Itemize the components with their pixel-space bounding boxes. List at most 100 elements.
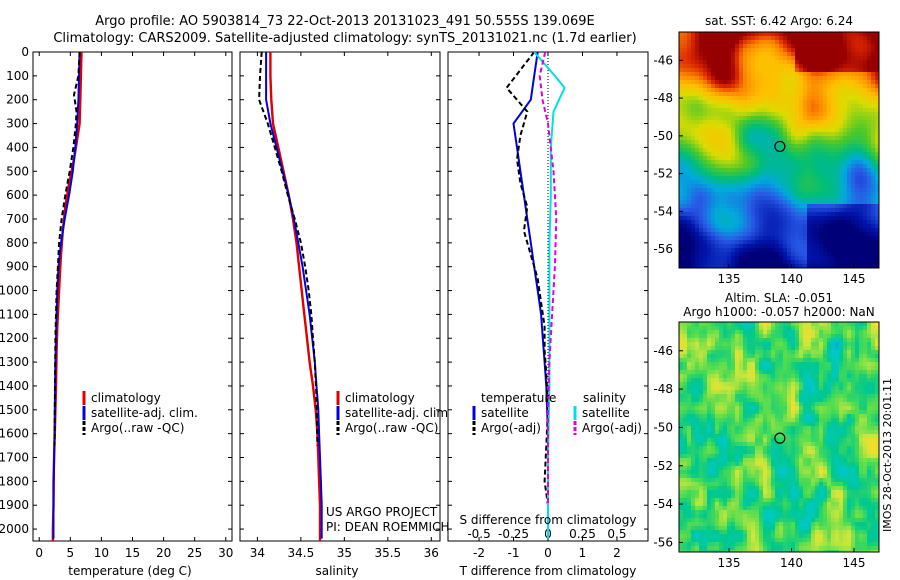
heatmap-cell bbox=[863, 136, 868, 141]
heatmap-cell bbox=[743, 386, 748, 391]
heatmap-cell bbox=[819, 212, 824, 217]
heatmap-cell bbox=[775, 32, 780, 37]
heatmap-cell bbox=[715, 342, 720, 347]
heatmap-cell bbox=[695, 212, 700, 217]
heatmap-cell bbox=[683, 168, 688, 173]
heatmap-cell bbox=[871, 144, 876, 149]
heatmap-cell bbox=[791, 418, 796, 423]
heatmap-cell bbox=[695, 64, 700, 69]
heatmap-cell bbox=[751, 430, 756, 435]
heatmap-cell bbox=[799, 196, 804, 201]
heatmap-cell bbox=[699, 330, 704, 335]
heatmap-cell bbox=[827, 100, 832, 105]
heatmap-cell bbox=[767, 442, 772, 447]
heatmap-cell bbox=[723, 362, 728, 367]
heatmap-cell bbox=[699, 426, 704, 431]
heatmap-cell bbox=[731, 522, 736, 527]
heatmap-cell bbox=[723, 490, 728, 495]
heatmap-cell bbox=[763, 486, 768, 491]
heatmap-cell bbox=[695, 108, 700, 113]
heatmap-cell bbox=[867, 252, 872, 257]
heatmap-cell bbox=[847, 240, 852, 245]
heatmap-cell bbox=[847, 204, 852, 209]
heatmap-cell bbox=[719, 128, 724, 133]
heatmap-cell bbox=[731, 470, 736, 475]
heatmap-cell bbox=[799, 184, 804, 189]
heatmap-cell bbox=[723, 346, 728, 351]
heatmap-cell bbox=[835, 112, 840, 117]
heatmap-cell bbox=[779, 498, 784, 503]
heatmap-cell bbox=[715, 204, 720, 209]
heatmap-cell bbox=[771, 68, 776, 73]
heatmap-cell bbox=[803, 260, 808, 265]
heatmap-cell bbox=[727, 56, 732, 61]
heatmap-cell bbox=[847, 60, 852, 65]
heatmap-cell bbox=[795, 414, 800, 419]
heatmap-cell bbox=[687, 204, 692, 209]
heatmap-cell bbox=[771, 260, 776, 265]
heatmap-cell bbox=[795, 358, 800, 363]
depth-tick-label: 2000 bbox=[0, 522, 29, 536]
heatmap-cell bbox=[727, 108, 732, 113]
heatmap-cell bbox=[739, 164, 744, 169]
heatmap-cell bbox=[827, 92, 832, 97]
heatmap-cell bbox=[867, 224, 872, 229]
heatmap-cell bbox=[703, 506, 708, 511]
heatmap-cell bbox=[703, 156, 708, 161]
heatmap-cell bbox=[871, 224, 876, 229]
heatmap-cell bbox=[679, 366, 684, 371]
heatmap-cell bbox=[699, 394, 704, 399]
heatmap-cell bbox=[759, 68, 764, 73]
depth-tick-label: 1400 bbox=[0, 379, 29, 393]
heatmap-cell bbox=[843, 248, 848, 253]
heatmap-cell bbox=[767, 530, 772, 535]
heatmap-cell bbox=[783, 244, 788, 249]
heatmap-cell bbox=[731, 322, 736, 327]
heatmap-cell bbox=[815, 32, 820, 37]
heatmap-cell bbox=[703, 446, 708, 451]
heatmap-cell bbox=[687, 116, 692, 121]
heatmap-cell bbox=[795, 382, 800, 387]
heatmap-cell bbox=[715, 224, 720, 229]
heatmap-cell bbox=[691, 40, 696, 45]
heatmap-cell bbox=[755, 478, 760, 483]
heatmap-cell bbox=[739, 394, 744, 399]
heatmap-cell bbox=[839, 128, 844, 133]
heatmap-cell bbox=[731, 164, 736, 169]
heatmap-cell bbox=[727, 224, 732, 229]
heatmap-cell bbox=[795, 422, 800, 427]
heatmap-cell bbox=[731, 462, 736, 467]
heatmap-cell bbox=[827, 32, 832, 37]
heatmap-cell bbox=[767, 514, 772, 519]
heatmap-cell bbox=[747, 92, 752, 97]
heatmap-cell bbox=[731, 438, 736, 443]
heatmap-cell bbox=[839, 236, 844, 241]
heatmap-cell bbox=[775, 40, 780, 45]
heatmap-cell bbox=[815, 192, 820, 197]
heatmap-cell bbox=[875, 100, 879, 105]
heatmap-cell bbox=[771, 454, 776, 459]
heatmap-cell bbox=[835, 236, 840, 241]
heatmap-cell bbox=[775, 394, 780, 399]
heatmap-cell bbox=[859, 212, 864, 217]
heatmap-cell bbox=[719, 136, 724, 141]
heatmap-cell bbox=[699, 518, 704, 523]
heatmap-cell bbox=[679, 342, 684, 347]
heatmap-cell bbox=[835, 240, 840, 245]
heatmap-cell bbox=[699, 168, 704, 173]
heatmap-cell bbox=[735, 36, 740, 41]
difference-panel: -2 -1 0 1 2 -0.5 -0.25 0 0.25 0.5 T difference f… bbox=[447, 51, 649, 578]
heatmap-cell bbox=[783, 216, 788, 221]
heatmap-cell bbox=[683, 52, 688, 57]
heatmap-cell bbox=[703, 530, 708, 535]
heatmap-cell bbox=[743, 164, 748, 169]
heatmap-cell bbox=[787, 204, 792, 209]
heatmap-cell bbox=[743, 240, 748, 245]
heatmap-cell bbox=[863, 104, 868, 109]
heatmap-cell bbox=[763, 358, 768, 363]
heatmap-cell bbox=[767, 470, 772, 475]
heatmap-cell bbox=[695, 140, 700, 145]
heatmap-cell bbox=[711, 418, 716, 423]
heatmap-cell bbox=[807, 36, 812, 41]
heatmap-cell bbox=[751, 164, 756, 169]
